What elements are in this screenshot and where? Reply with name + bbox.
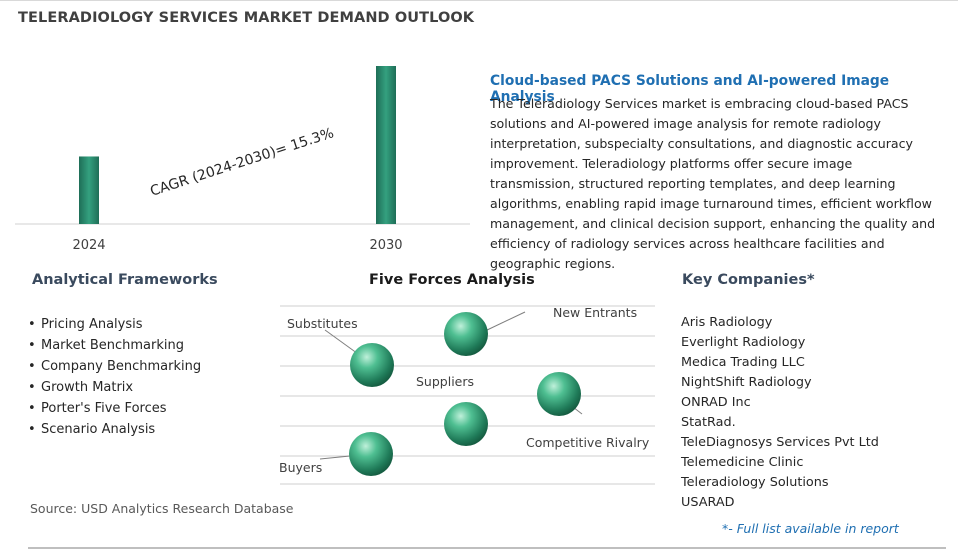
- bottom-rule: [28, 547, 946, 549]
- company-item: StatRad.: [681, 415, 736, 430]
- companies-list: Aris Radiology Everlight Radiology Medic…: [681, 313, 879, 513]
- companies-footnote: *- Full list available in report: [722, 521, 899, 536]
- company-item: ONRAD Inc: [681, 395, 751, 410]
- framework-item: Pricing Analysis: [28, 314, 201, 335]
- competitive-rivalry-sphere: [537, 372, 581, 416]
- company-item: TeleDiagnosys Services Pvt Ltd: [681, 435, 879, 450]
- frameworks-list: Pricing Analysis Market Benchmarking Com…: [28, 314, 201, 440]
- competitive-rivalry-label: Competitive Rivalry: [526, 435, 650, 450]
- description-body: The Teleradiology Services market is emb…: [490, 96, 936, 271]
- company-item: Medica Trading LLC: [681, 355, 805, 370]
- bar-2024: [79, 156, 99, 224]
- framework-item: Porter's Five Forces: [28, 398, 201, 419]
- x-tick-2024: 2024: [72, 238, 105, 253]
- company-item: USARAD: [681, 495, 735, 510]
- five-forces-diagram: Substitutes New Entrants Suppliers Compe…: [279, 305, 655, 485]
- x-tick-2030: 2030: [369, 238, 402, 253]
- substitutes-sphere: [350, 343, 394, 387]
- framework-item: Company Benchmarking: [28, 356, 201, 377]
- suppliers-sphere: [444, 402, 488, 446]
- frameworks-heading: Analytical Frameworks: [32, 272, 218, 288]
- framework-item: Growth Matrix: [28, 377, 201, 398]
- companies-heading: Key Companies*: [682, 272, 815, 288]
- new-entrants-sphere: [444, 312, 488, 356]
- framework-item: Market Benchmarking: [28, 335, 201, 356]
- top-rule: [0, 0, 958, 1]
- bar-chart: 2024 2030 CAGR (2024-2030)= 15.3%: [15, 66, 470, 253]
- page-title: TELERADIOLOGY SERVICES MARKET DEMAND OUT…: [18, 10, 475, 26]
- suppliers-label: Suppliers: [416, 374, 474, 389]
- cagr-annotation: CAGR (2024-2030)= 15.3%: [148, 125, 336, 200]
- buyers-sphere: [349, 432, 393, 476]
- company-item: Aris Radiology: [681, 315, 773, 330]
- company-item: Telemedicine Clinic: [681, 455, 804, 470]
- new-entrants-label: New Entrants: [553, 305, 637, 320]
- framework-item: Scenario Analysis: [28, 419, 201, 440]
- company-item: NightShift Radiology: [681, 375, 812, 390]
- source-note: Source: USD Analytics Research Database: [30, 501, 294, 516]
- five-forces-heading: Five Forces Analysis: [369, 272, 535, 288]
- substitutes-label: Substitutes: [287, 316, 358, 331]
- bar-2030: [376, 66, 396, 224]
- buyers-label: Buyers: [279, 460, 322, 475]
- company-item: Teleradiology Solutions: [681, 475, 829, 490]
- description-title: Cloud-based PACS Solutions and AI-powere…: [490, 73, 890, 105]
- company-item: Everlight Radiology: [681, 335, 806, 350]
